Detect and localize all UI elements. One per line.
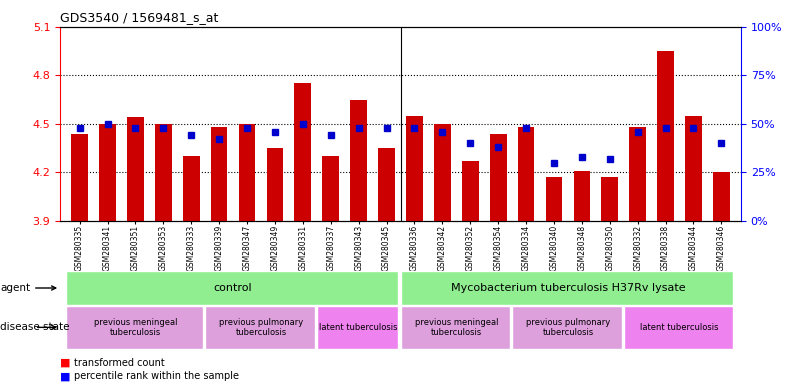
Bar bbox=[512, 306, 622, 349]
Text: previous meningeal
tuberculosis: previous meningeal tuberculosis bbox=[94, 318, 177, 337]
Bar bbox=[66, 271, 398, 305]
Bar bbox=[400, 306, 510, 349]
Bar bbox=[71, 134, 88, 221]
Bar bbox=[657, 51, 674, 221]
Bar bbox=[316, 306, 398, 349]
Bar bbox=[378, 148, 395, 221]
Bar bbox=[239, 124, 256, 221]
Text: latent tuberculosis: latent tuberculosis bbox=[640, 323, 718, 332]
Text: agent: agent bbox=[0, 283, 56, 293]
Text: transformed count: transformed count bbox=[74, 358, 165, 368]
Bar bbox=[462, 161, 479, 221]
Text: ■: ■ bbox=[60, 358, 70, 368]
Bar bbox=[434, 124, 451, 221]
Bar bbox=[99, 124, 116, 221]
Bar bbox=[624, 306, 733, 349]
Text: previous pulmonary
tuberculosis: previous pulmonary tuberculosis bbox=[219, 318, 303, 337]
Bar bbox=[545, 177, 562, 221]
Bar bbox=[713, 172, 730, 221]
Bar bbox=[183, 156, 199, 221]
Bar bbox=[295, 83, 312, 221]
Bar bbox=[517, 127, 534, 221]
Text: latent tuberculosis: latent tuberculosis bbox=[320, 323, 398, 332]
Bar bbox=[630, 127, 646, 221]
Bar bbox=[322, 156, 339, 221]
Text: control: control bbox=[214, 283, 252, 293]
Text: percentile rank within the sample: percentile rank within the sample bbox=[74, 371, 239, 381]
Bar bbox=[350, 99, 367, 221]
Bar bbox=[155, 124, 171, 221]
Text: GDS3540 / 1569481_s_at: GDS3540 / 1569481_s_at bbox=[60, 11, 219, 24]
Bar bbox=[205, 306, 315, 349]
Bar bbox=[127, 118, 144, 221]
Bar bbox=[66, 306, 203, 349]
Bar bbox=[267, 148, 284, 221]
Bar bbox=[211, 127, 227, 221]
Text: previous meningeal
tuberculosis: previous meningeal tuberculosis bbox=[415, 318, 498, 337]
Text: previous pulmonary
tuberculosis: previous pulmonary tuberculosis bbox=[525, 318, 610, 337]
Bar bbox=[602, 177, 618, 221]
Bar bbox=[489, 134, 506, 221]
Bar bbox=[400, 271, 733, 305]
Text: Mycobacterium tuberculosis H37Rv lysate: Mycobacterium tuberculosis H37Rv lysate bbox=[451, 283, 685, 293]
Bar bbox=[574, 171, 590, 221]
Bar bbox=[685, 116, 702, 221]
Text: disease state: disease state bbox=[0, 322, 70, 333]
Bar bbox=[406, 116, 423, 221]
Text: ■: ■ bbox=[60, 371, 70, 381]
